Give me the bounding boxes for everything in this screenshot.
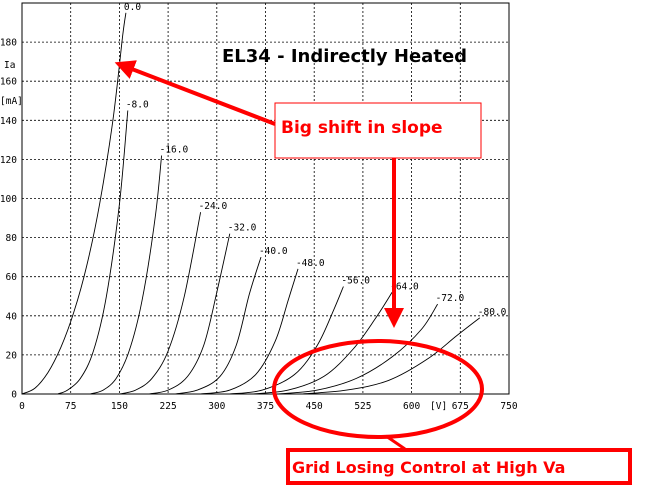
x-tick-label: 75 bbox=[65, 401, 76, 412]
ellipse-connector bbox=[385, 434, 406, 451]
curve-line bbox=[229, 286, 344, 395]
x-tick-label: 600 bbox=[403, 401, 420, 412]
y-tick-label: 140 bbox=[0, 116, 17, 127]
curve-line bbox=[21, 12, 127, 395]
x-tick-label: 525 bbox=[354, 401, 371, 412]
y-tick-label: 100 bbox=[0, 194, 17, 205]
grid-callout-box bbox=[286, 448, 632, 485]
curve-label: -16.0 bbox=[160, 144, 189, 155]
y-tick-label: 160 bbox=[0, 77, 17, 88]
curve-line bbox=[200, 268, 299, 395]
plot-frame bbox=[21, 2, 510, 395]
y-tick-label: 0 bbox=[11, 390, 17, 401]
curve-label: -40.0 bbox=[259, 246, 288, 257]
curve-label: -72.0 bbox=[436, 293, 465, 304]
x-tick-label: 225 bbox=[160, 401, 177, 412]
grid-control-ellipse bbox=[272, 339, 484, 439]
x-tick-label: 0 bbox=[19, 401, 25, 412]
y-tick-label: 120 bbox=[0, 155, 17, 166]
curve-label: -80.0 bbox=[478, 307, 507, 318]
x-tick-label: 300 bbox=[208, 401, 225, 412]
axes bbox=[21, 2, 510, 395]
y-tick-label: 60 bbox=[6, 272, 18, 283]
y-tick-label: 20 bbox=[6, 350, 18, 361]
x-axis-unit: [V] bbox=[430, 401, 447, 412]
y-axis-label: Ia bbox=[4, 60, 15, 71]
slope-arrow bbox=[114, 60, 276, 126]
curve-line bbox=[119, 212, 202, 395]
y-tick-label: 40 bbox=[6, 311, 18, 322]
curve-group bbox=[21, 12, 481, 395]
curve-label: -32.0 bbox=[228, 223, 257, 234]
grid-callout-text: Grid Losing Control at High Va bbox=[292, 458, 565, 477]
curve-label: 0.0 bbox=[124, 2, 141, 13]
slope-callout-box bbox=[274, 102, 482, 159]
curve-line bbox=[252, 292, 393, 395]
curve-line bbox=[90, 155, 163, 395]
curve-line bbox=[278, 303, 438, 395]
x-tick-label: 150 bbox=[111, 401, 128, 412]
y-tick-label: 80 bbox=[6, 233, 18, 244]
x-tick-label: 750 bbox=[500, 401, 517, 412]
y-axis-unit: [mA] bbox=[0, 96, 23, 107]
gridlines bbox=[22, 3, 509, 394]
curve-label: -64.0 bbox=[390, 281, 419, 292]
curve-line bbox=[174, 256, 262, 395]
x-tick-label: 450 bbox=[306, 401, 323, 412]
curve-label: -56.0 bbox=[341, 275, 370, 286]
chart-title: EL34 - Indirectly Heated bbox=[222, 46, 467, 67]
curve-line bbox=[148, 233, 231, 395]
curve-line bbox=[57, 110, 129, 395]
curve-label: -8.0 bbox=[126, 100, 149, 111]
curve-labels: 0.0 -8.0 -16.0 -24.0-32.0 -40.0 -48.0 -56.0 -64… bbox=[124, 2, 507, 318]
slope-callout-text: Big shift in slope bbox=[281, 118, 443, 138]
curve-line bbox=[301, 317, 481, 395]
y-tick-label: 180 bbox=[0, 38, 17, 49]
x-tick-label: 675 bbox=[452, 401, 469, 412]
curve-label: -24.0 bbox=[199, 201, 228, 212]
curve-label: -48.0 bbox=[296, 258, 325, 269]
x-tick-label: 375 bbox=[257, 401, 274, 412]
tick-labels: 0 75 150 225 300 375 450 525 600 675 750 0 20 40 60 80 1… bbox=[0, 38, 518, 412]
